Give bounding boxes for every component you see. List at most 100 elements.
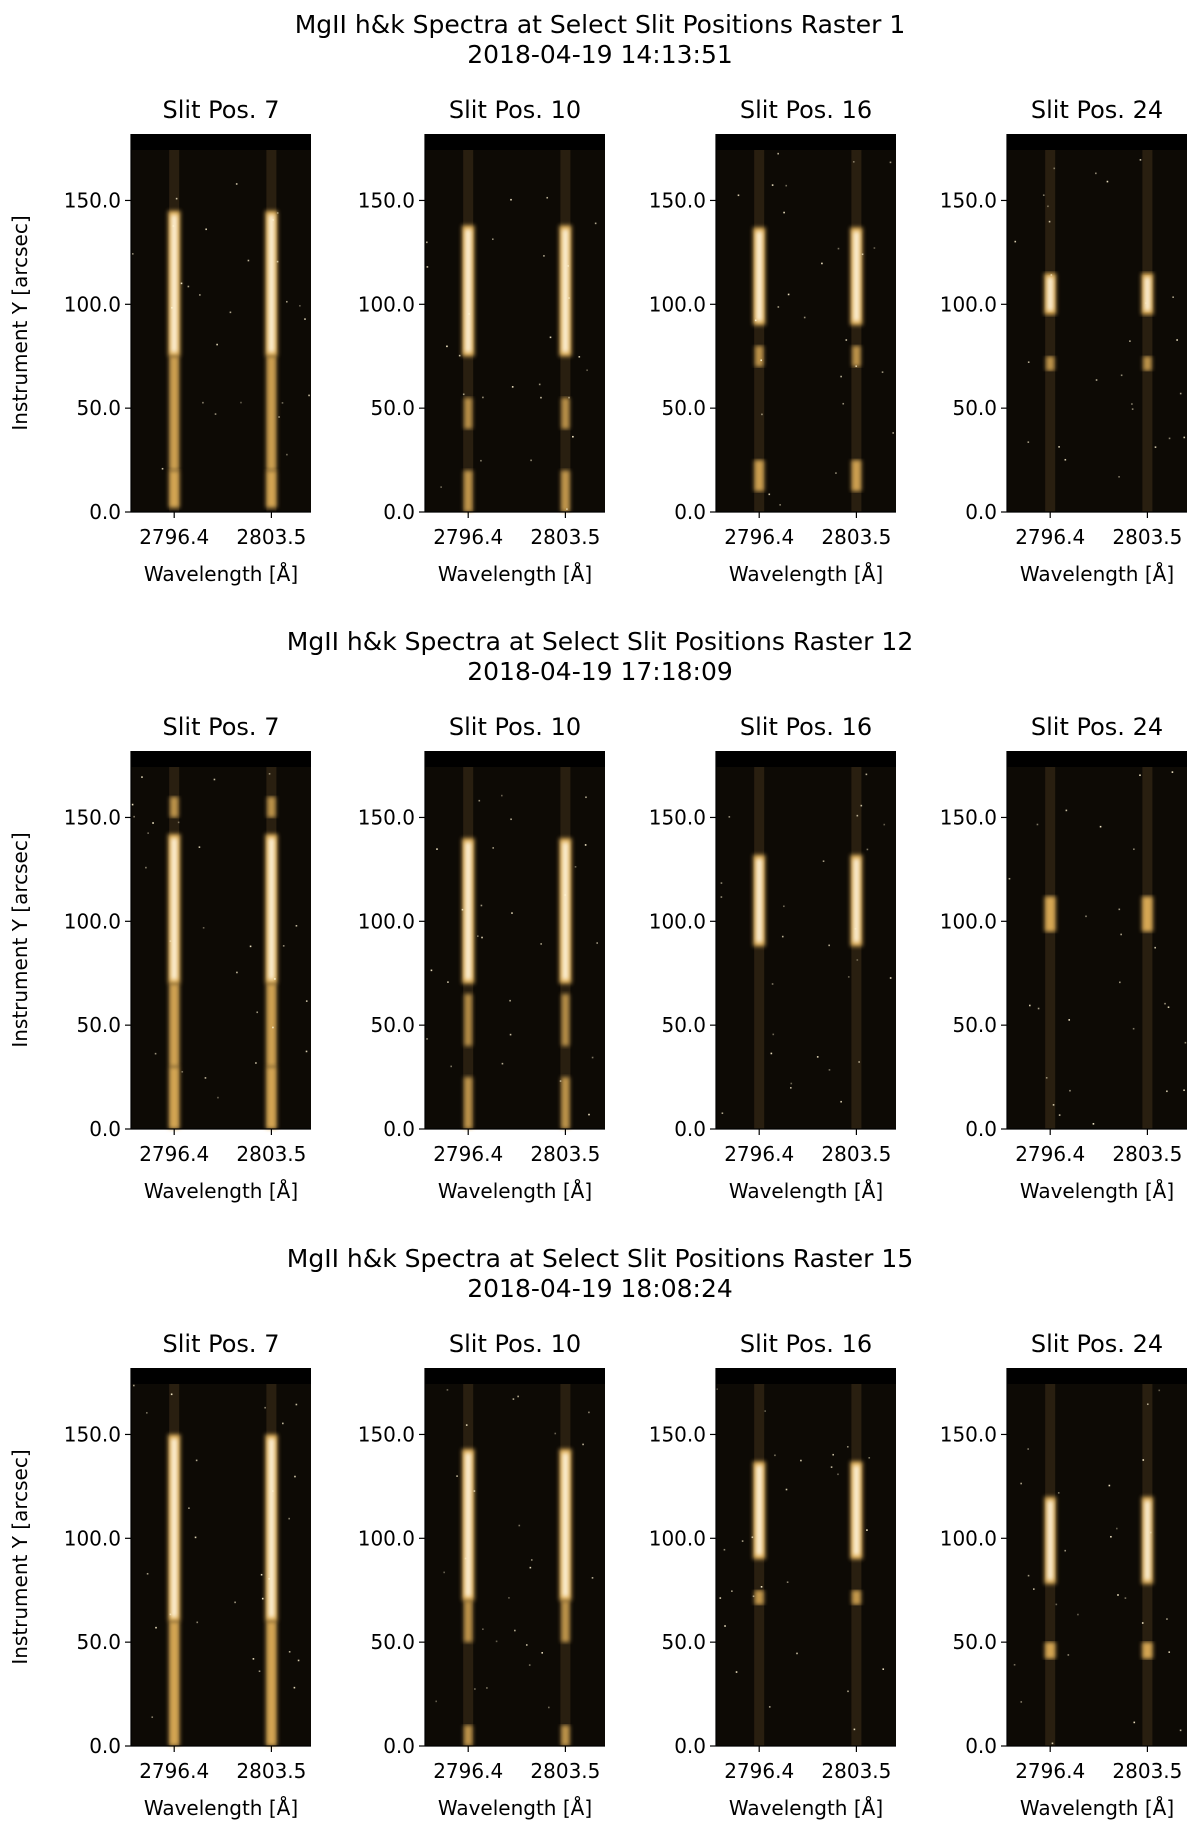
panel-title: Slit Pos. 7 bbox=[163, 1330, 280, 1358]
noise-speckle bbox=[1119, 981, 1121, 984]
noise-speckle bbox=[304, 318, 306, 320]
noise-speckle bbox=[768, 493, 771, 496]
noise-speckle bbox=[1027, 361, 1030, 363]
k-line-peak bbox=[465, 229, 472, 353]
noise-speckle bbox=[236, 971, 238, 974]
noise-speckle bbox=[585, 796, 587, 799]
noise-speckle bbox=[1027, 441, 1030, 443]
noise-speckle bbox=[1047, 205, 1049, 208]
h-line-emission bbox=[1143, 356, 1152, 371]
x-axis-label: Wavelength [Å] bbox=[438, 1796, 592, 1820]
noise-speckle bbox=[1146, 1403, 1149, 1406]
y-tick-label: 50.0 bbox=[952, 1630, 997, 1654]
slit-panel: Slit Pos. 16 0.0 50.0 100.0 150.0 2796.4 2803.… bbox=[649, 713, 896, 1203]
x-tick-label: 2803.5 bbox=[530, 1142, 600, 1166]
noise-speckle bbox=[566, 508, 568, 510]
y-tick-label: 100.0 bbox=[940, 1526, 997, 1550]
noise-speckle bbox=[481, 936, 483, 939]
x-tick-label: 2803.5 bbox=[236, 1142, 306, 1166]
spectrum-image bbox=[716, 1368, 896, 1746]
noise-speckle bbox=[1179, 392, 1182, 395]
slit-panel: Slit Pos. 16 0.0 50.0 100.0 150.0 2796.4 2803.… bbox=[649, 96, 896, 586]
noise-speckle bbox=[495, 1640, 498, 1643]
noise-speckle bbox=[461, 908, 464, 911]
h-line-peak bbox=[562, 229, 569, 353]
noise-speckle bbox=[235, 183, 238, 185]
noise-speckle bbox=[1095, 172, 1097, 175]
noise-speckle bbox=[151, 1716, 154, 1718]
noise-speckle bbox=[1051, 1742, 1054, 1745]
noise-speckle bbox=[268, 1578, 271, 1580]
x-axis-label: Wavelength [Å] bbox=[1020, 1179, 1174, 1203]
noise-speckle bbox=[779, 504, 781, 506]
noise-speckle bbox=[194, 1536, 197, 1539]
detector-edge-band bbox=[716, 1368, 896, 1384]
noise-speckle bbox=[131, 803, 134, 806]
y-tick-label: 100.0 bbox=[64, 909, 121, 933]
x-axis-label: Wavelength [Å] bbox=[1020, 1796, 1174, 1820]
y-tick-label: 50.0 bbox=[76, 1013, 121, 1037]
noise-speckle bbox=[856, 814, 859, 817]
noise-speckle bbox=[258, 1670, 261, 1673]
y-tick-label: 150.0 bbox=[358, 805, 415, 829]
y-tick-label: 0.0 bbox=[383, 1117, 415, 1141]
noise-speckle bbox=[567, 265, 570, 267]
noise-speckle bbox=[180, 282, 183, 285]
noise-speckle bbox=[882, 1668, 885, 1670]
noise-speckle bbox=[546, 196, 549, 199]
noise-speckle bbox=[217, 1096, 219, 1099]
noise-speckle bbox=[281, 402, 284, 404]
y-tick-label: 0.0 bbox=[674, 1734, 706, 1758]
noise-speckle bbox=[591, 1056, 594, 1059]
noise-speckle bbox=[883, 823, 886, 826]
raster-title: MgII h&k Spectra at Select Slit Position… bbox=[287, 1244, 913, 1273]
noise-speckle bbox=[842, 402, 845, 405]
y-tick-label: 0.0 bbox=[965, 500, 997, 524]
y-tick-label: 0.0 bbox=[674, 500, 706, 524]
spectrum-image bbox=[716, 134, 896, 512]
noise-speckle bbox=[511, 386, 514, 388]
noise-speckle bbox=[260, 1573, 263, 1576]
noise-speckle bbox=[761, 413, 763, 416]
noise-speckle bbox=[202, 927, 205, 929]
noise-speckle bbox=[1120, 933, 1122, 936]
k-line-peak bbox=[1047, 1500, 1054, 1580]
k-line-peak bbox=[756, 858, 763, 943]
noise-speckle bbox=[752, 1595, 755, 1598]
noise-speckle bbox=[868, 1457, 871, 1459]
noise-speckle bbox=[462, 393, 465, 396]
noise-speckle bbox=[1033, 1588, 1035, 1590]
noise-speckle bbox=[1129, 340, 1131, 342]
noise-speckle bbox=[1124, 1597, 1127, 1599]
noise-speckle bbox=[847, 1690, 849, 1693]
h-line-peak bbox=[853, 1465, 860, 1556]
y-tick-label: 100.0 bbox=[358, 292, 415, 316]
slit-panel: Slit Pos. 7 0.0 50.0 100.0 150.0 2796.4 2803.5… bbox=[64, 1330, 311, 1820]
noise-speckle bbox=[295, 924, 298, 927]
k-line-peak bbox=[171, 838, 178, 980]
h-line-emission bbox=[1141, 896, 1153, 932]
noise-speckle bbox=[474, 1688, 476, 1690]
y-tick-label: 100.0 bbox=[64, 1526, 121, 1550]
y-tick-label: 0.0 bbox=[965, 1117, 997, 1141]
h-line-emission bbox=[851, 1590, 861, 1605]
noise-speckle bbox=[199, 294, 201, 296]
h-line-peak bbox=[1144, 277, 1151, 311]
noise-speckle bbox=[1014, 240, 1017, 243]
y-tick-label: 50.0 bbox=[952, 396, 997, 420]
detector-edge-band bbox=[425, 1368, 605, 1384]
noise-speckle bbox=[1099, 825, 1102, 828]
noise-speckle bbox=[760, 1586, 763, 1588]
noise-speckle bbox=[308, 394, 310, 397]
spectrum-image bbox=[425, 751, 605, 1129]
y-tick-label: 150.0 bbox=[649, 1422, 706, 1446]
noise-speckle bbox=[751, 1536, 754, 1539]
noise-speckle bbox=[889, 977, 892, 979]
noise-speckle bbox=[1020, 1701, 1023, 1703]
noise-speckle bbox=[256, 1011, 259, 1014]
noise-speckle bbox=[252, 1658, 255, 1660]
noise-speckle bbox=[213, 778, 216, 781]
y-axis-label: Instrument Y [arcsec] bbox=[8, 1449, 32, 1664]
noise-speckle bbox=[181, 1071, 184, 1073]
